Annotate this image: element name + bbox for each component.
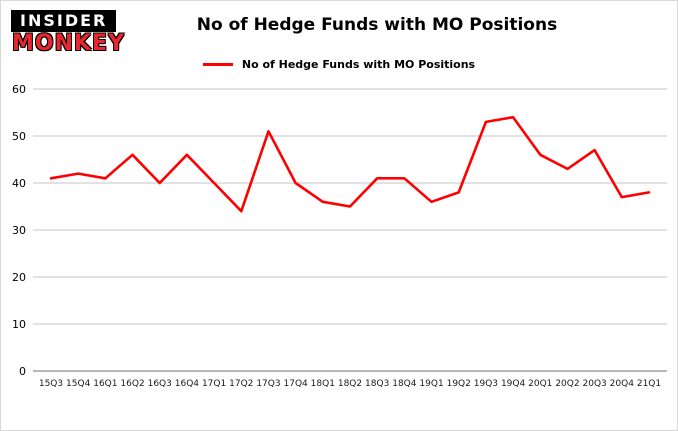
x-tick-label: 18Q2	[338, 379, 362, 389]
x-tick-label: 20Q4	[610, 379, 635, 389]
series-line	[49, 115, 651, 213]
x-tick-label: 19Q3	[474, 379, 498, 389]
y-tick-label: 40	[12, 177, 26, 190]
y-tick-label: 10	[12, 318, 26, 331]
x-tick-label: 15Q3	[39, 379, 63, 389]
x-tick-label: 20Q2	[555, 379, 579, 389]
insider-monkey-logo: INSIDER MONKEY	[11, 10, 125, 55]
x-tick-label: 18Q4	[392, 379, 417, 389]
y-tick-label: 0	[19, 365, 26, 378]
x-tick-label: 16Q1	[93, 379, 117, 389]
x-tick-label: 17Q2	[229, 379, 253, 389]
x-tick-label: 15Q4	[66, 379, 91, 389]
x-tick-label: 19Q2	[447, 379, 471, 389]
x-tick-label: 17Q1	[202, 379, 226, 389]
logo-monkey-text: MONKEY	[12, 31, 126, 56]
legend-label: No of Hedge Funds with MO Positions	[241, 58, 476, 71]
x-tick-label: 16Q4	[175, 379, 200, 389]
x-tick-label: 20Q3	[583, 379, 607, 389]
x-tick-label: 20Q1	[528, 379, 552, 389]
x-tick-label: 18Q3	[365, 379, 389, 389]
legend: No of Hedge Funds with MO Positions	[1, 58, 677, 71]
logo-insider-text: INSIDER	[11, 10, 117, 32]
y-tick-label: 30	[12, 224, 26, 237]
chart-title: No of Hedge Funds with MO Positions	[196, 15, 558, 35]
x-tick-label: 19Q4	[501, 379, 526, 389]
y-tick-label: 50	[12, 130, 26, 143]
x-tick-label: 21Q1	[637, 379, 661, 389]
legend-line-sample	[202, 63, 233, 66]
x-tick-label: 17Q4	[284, 379, 309, 389]
x-tick-label: 17Q3	[256, 379, 280, 389]
x-tick-label: 16Q2	[120, 379, 144, 389]
x-tick-label: 16Q3	[148, 379, 172, 389]
y-tick-label: 60	[12, 83, 26, 96]
y-tick-label: 20	[12, 271, 26, 284]
x-tick-label: 18Q1	[311, 379, 335, 389]
x-tick-label: 19Q1	[419, 379, 443, 389]
